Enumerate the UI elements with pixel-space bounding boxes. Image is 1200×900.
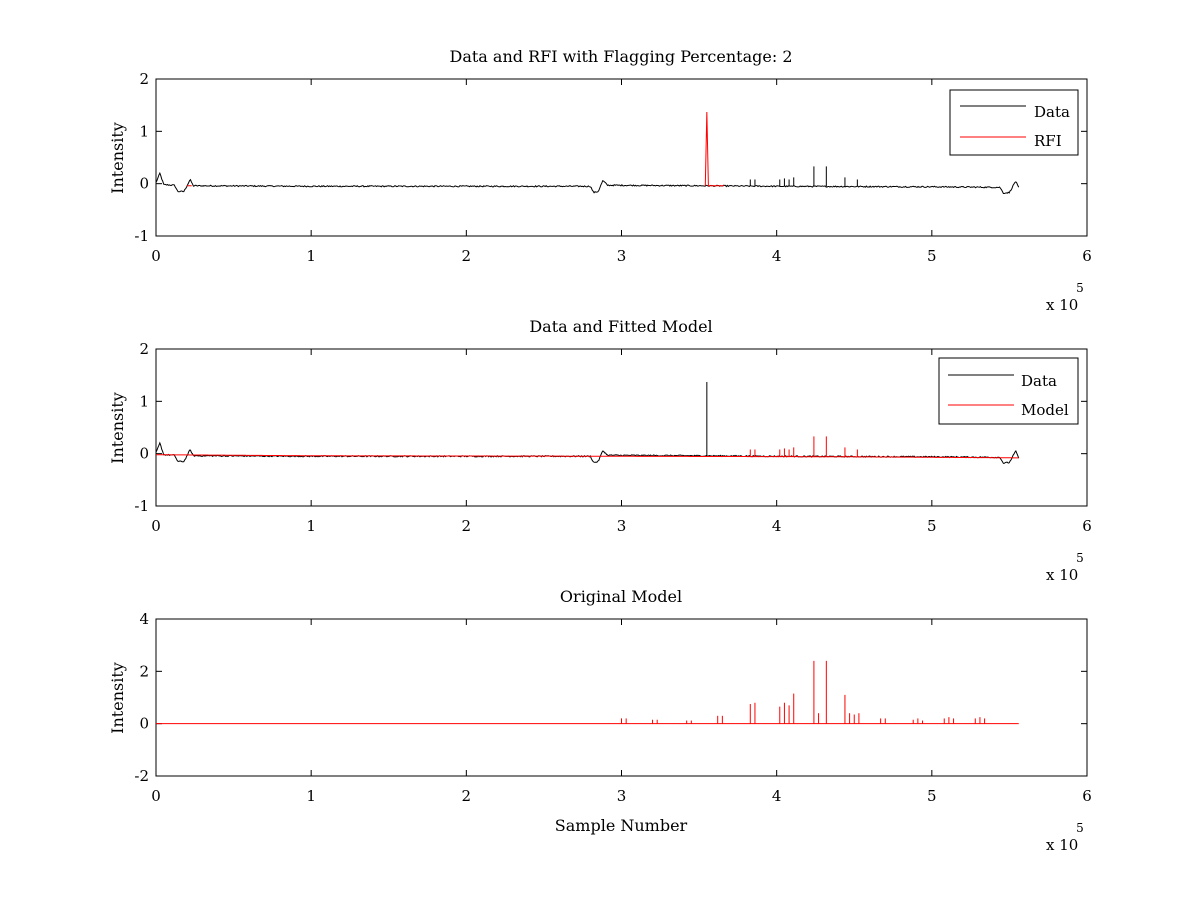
y-tick-label: 4 bbox=[139, 610, 149, 628]
y-tick-label: -1 bbox=[134, 497, 149, 515]
panel-3-x-exponent-power: 5 bbox=[1076, 821, 1084, 835]
x-tick-label: 2 bbox=[462, 517, 472, 535]
y-tick-label: 0 bbox=[139, 175, 149, 193]
panel-2-legend-label-model: Model bbox=[1021, 401, 1069, 419]
x-tick-label: 6 bbox=[1082, 247, 1092, 265]
x-tick-label: 1 bbox=[306, 517, 316, 535]
y-tick-label: -1 bbox=[134, 227, 149, 245]
x-tick-label: 4 bbox=[772, 517, 782, 535]
panel-2: Data and Fitted Model Intensity 0 1 2 3 4 5 6 -… bbox=[108, 317, 1092, 584]
panel-1-legend-box bbox=[949, 89, 1079, 156]
x-tick-label: 3 bbox=[617, 787, 627, 805]
y-tick-label: -2 bbox=[134, 767, 149, 785]
x-tick-label: 4 bbox=[772, 247, 782, 265]
panel-3-title: Original Model bbox=[560, 587, 682, 606]
y-tick-label: 0 bbox=[139, 445, 149, 463]
x-tick-label: 0 bbox=[151, 517, 161, 535]
x-tick-label: 2 bbox=[462, 787, 472, 805]
panel-1-x-exponent-power: 5 bbox=[1076, 281, 1084, 295]
y-tick-label: 1 bbox=[139, 392, 149, 410]
panel-2-title: Data and Fitted Model bbox=[529, 317, 712, 336]
panel-1-x-exponent: x 10 bbox=[1046, 296, 1078, 314]
panel-2-x-exponent-power: 5 bbox=[1076, 551, 1084, 565]
y-tick-label: 0 bbox=[139, 715, 149, 733]
x-tick-label: 5 bbox=[927, 787, 937, 805]
series-rfi-segment bbox=[704, 111, 724, 187]
x-tick-label: 1 bbox=[306, 247, 316, 265]
y-tick-label: 2 bbox=[139, 662, 149, 680]
panel-3-x-exponent: x 10 bbox=[1046, 836, 1078, 854]
x-tick-label: 0 bbox=[151, 247, 161, 265]
x-tick-label: 5 bbox=[927, 247, 937, 265]
series-data-line bbox=[155, 441, 1020, 464]
y-tick-label: 1 bbox=[139, 122, 149, 140]
panel-2-legend: Data Model bbox=[938, 357, 1079, 425]
panel-3-ylabel: Intensity bbox=[108, 662, 127, 734]
x-tick-label: 5 bbox=[927, 517, 937, 535]
panel-2-x-exponent: x 10 bbox=[1046, 566, 1078, 584]
x-tick-label: 4 bbox=[772, 787, 782, 805]
panel-1-legend-label-rfi: RFI bbox=[1034, 132, 1062, 150]
panel-1-legend-label-data: Data bbox=[1034, 103, 1070, 121]
panel-3-axes-frame bbox=[155, 618, 1088, 777]
x-tick-label: 3 bbox=[617, 247, 627, 265]
panel-1-title: Data and RFI with Flagging Percentage: 2 bbox=[449, 47, 792, 66]
panel-1: Data and RFI with Flagging Percentage: 2… bbox=[108, 47, 1092, 314]
panel-3-xlabel: Sample Number bbox=[555, 816, 688, 835]
x-tick-label: 2 bbox=[462, 247, 472, 265]
y-tick-label: 2 bbox=[139, 340, 149, 358]
y-tick-label: 2 bbox=[139, 70, 149, 88]
panel-2-legend-box bbox=[938, 357, 1079, 425]
panel-1-axes-frame bbox=[155, 78, 1088, 237]
x-tick-label: 6 bbox=[1082, 787, 1092, 805]
x-tick-label: 6 bbox=[1082, 517, 1092, 535]
panel-2-legend-label-data: Data bbox=[1021, 372, 1057, 390]
x-tick-label: 1 bbox=[306, 787, 316, 805]
x-tick-label: 3 bbox=[617, 517, 627, 535]
panel-1-ylabel: Intensity bbox=[108, 122, 127, 194]
panel-2-ylabel: Intensity bbox=[108, 392, 127, 464]
x-tick-label: 0 bbox=[151, 787, 161, 805]
series-data-line bbox=[155, 171, 1020, 195]
panel-1-legend: Data RFI bbox=[949, 89, 1079, 156]
series-model-line bbox=[155, 454, 1019, 459]
